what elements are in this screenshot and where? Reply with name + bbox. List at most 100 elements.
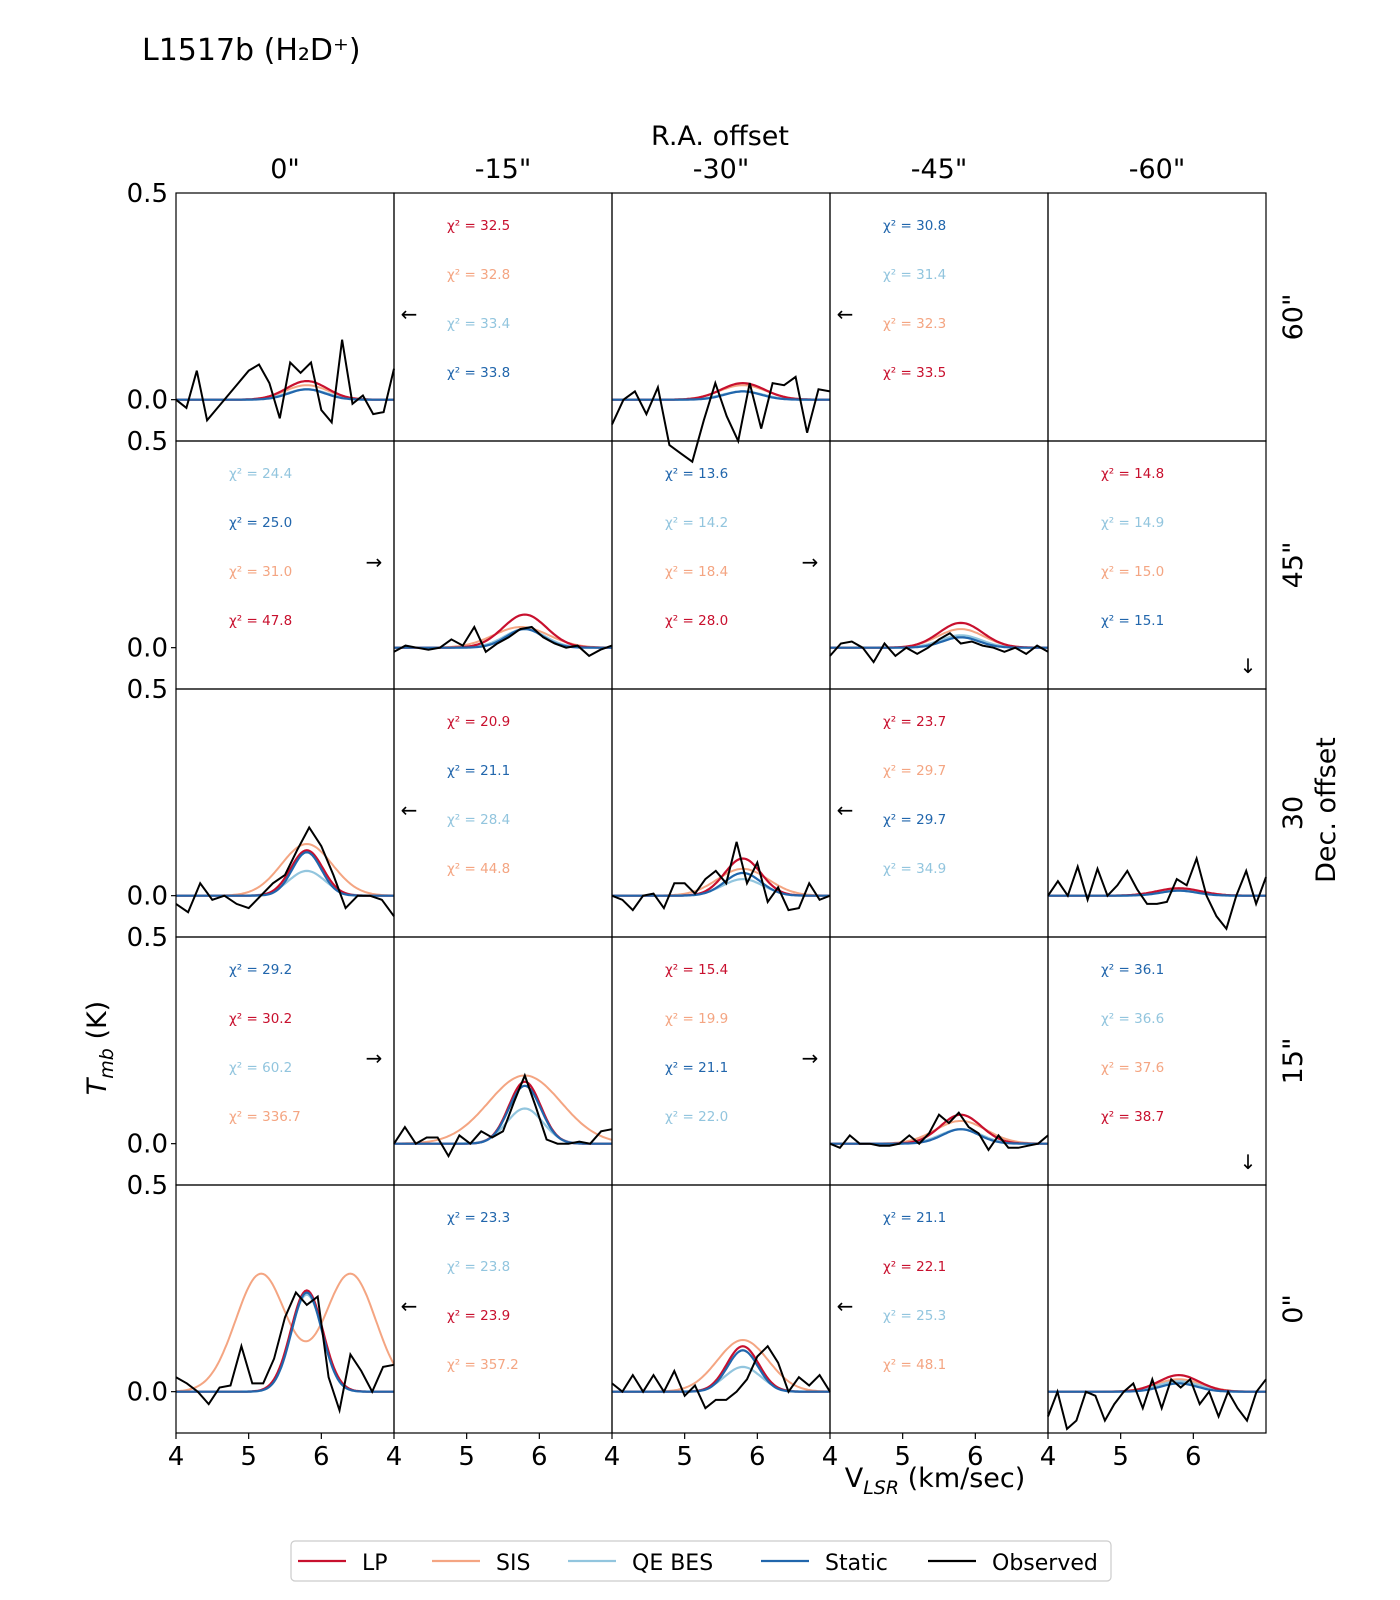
chi2-label: χ² = 21.1 — [665, 1060, 728, 1076]
x-tick-label: 6 — [749, 1442, 766, 1472]
panel-r3-c0: χ² = 29.2 χ² = 30.2 χ² = 60.2 χ² = 336.7 → — [175, 936, 395, 1186]
y-tick-label: 0.0 — [127, 882, 168, 912]
direction-arrow: ← — [401, 1294, 418, 1318]
chi2-label: χ² = 47.8 — [229, 613, 292, 629]
model-line-static — [394, 1084, 612, 1145]
x-tick-label: 6 — [1185, 1442, 1202, 1472]
y-tick-label: 0.5 — [127, 179, 168, 209]
x-tick-label: 4 — [822, 1442, 839, 1472]
row-label: 60" — [1278, 294, 1309, 341]
model-line-lp — [1048, 1373, 1266, 1393]
column-header: -15" — [475, 154, 532, 185]
model-line-sis — [612, 1338, 830, 1393]
panel-r1-c2: χ² = 13.6 χ² = 14.2 χ² = 18.4 χ² = 28.0 → — [611, 440, 831, 690]
x-tick-label: 5 — [894, 1442, 911, 1472]
chi2-label: χ² = 21.1 — [883, 1210, 946, 1226]
chi2-label: χ² = 28.4 — [447, 812, 510, 828]
panel-r0-c2 — [611, 192, 831, 464]
y-axis-label: Tmb (K) — [82, 1001, 118, 1095]
top-axis-label: R.A. offset — [651, 121, 789, 152]
model-line-static — [176, 1291, 394, 1393]
legend-label-static: Static — [825, 1551, 888, 1576]
panel-r0-c1: χ² = 32.5 χ² = 32.8 χ² = 33.4 χ² = 33.8 ← — [393, 192, 613, 442]
panel-r4-c0 — [175, 1184, 395, 1434]
panel-r4-c1: χ² = 23.3 χ² = 23.8 χ² = 23.9 χ² = 357.2 ← — [393, 1184, 613, 1434]
y-tick-label: 0.0 — [127, 386, 168, 416]
model-line-static — [1048, 889, 1266, 897]
chi2-label: χ² = 357.2 — [447, 1357, 519, 1373]
direction-arrow: → — [802, 1046, 819, 1070]
chi2-label: χ² = 23.7 — [883, 714, 946, 730]
chi2-label: χ² = 22.0 — [665, 1109, 728, 1125]
chi2-label: χ² = 33.8 — [447, 365, 510, 381]
row-label: 0" — [1278, 1294, 1309, 1324]
column-header: -45" — [911, 154, 968, 185]
panel-frame — [175, 688, 395, 938]
chi2-label: χ² = 23.9 — [447, 1308, 510, 1324]
chi2-label: χ² = 14.2 — [665, 515, 728, 531]
model-line-lp — [394, 1080, 612, 1145]
panel-r2-c4 — [1047, 688, 1267, 938]
observed-line — [175, 825, 395, 917]
x-tick-label: 4 — [1040, 1442, 1057, 1472]
chi2-label: χ² = 48.1 — [883, 1357, 946, 1373]
panel-r0-c0 — [175, 192, 395, 442]
column-header: -60" — [1129, 154, 1186, 185]
observed-line — [829, 631, 1049, 664]
observed-line — [611, 1344, 831, 1410]
observed-line — [611, 375, 831, 464]
row-label: 15" — [1278, 1038, 1309, 1085]
chi2-label: χ² = 23.3 — [447, 1210, 510, 1226]
panel-frame — [175, 192, 395, 442]
y-tick-label: 0.5 — [127, 427, 168, 457]
x-tick-label: 4 — [386, 1442, 403, 1472]
panel-r2-c2 — [611, 688, 831, 938]
chi2-label: χ² = 24.4 — [229, 466, 292, 482]
direction-arrow: ← — [837, 302, 854, 326]
panel-r1-c4: χ² = 14.8 χ² = 14.9 χ² = 15.0 χ² = 15.1 ↓ — [1047, 440, 1267, 690]
chart-title: L1517b (H₂D⁺) — [142, 33, 361, 68]
chi2-label: χ² = 25.3 — [883, 1308, 946, 1324]
y-tick-label: 0.0 — [127, 1130, 168, 1160]
legend-label-qe-bes: QE BES — [632, 1551, 713, 1576]
chi2-label: χ² = 29.7 — [883, 812, 946, 828]
panel-frame — [611, 192, 831, 442]
panel-frame — [1047, 1184, 1267, 1434]
panels-grid: χ² = 32.5χ² = 32.8χ² = 33.4χ² = 33.8←χ² … — [127, 154, 1309, 1472]
x-tick-label: 6 — [313, 1442, 330, 1472]
x-tick-label: 5 — [458, 1442, 475, 1472]
chi2-label: χ² = 15.0 — [1101, 564, 1164, 580]
model-line-sis — [612, 867, 830, 897]
panel-r1-c3 — [829, 440, 1049, 690]
panel-r2-c1: χ² = 20.9 χ² = 21.1 χ² = 28.4 χ² = 44.8 ← — [393, 688, 613, 938]
panel-frame — [829, 440, 1049, 690]
chi2-label: χ² = 32.3 — [883, 316, 946, 332]
y-tick-label: 0.0 — [127, 634, 168, 664]
chi2-label: χ² = 32.8 — [447, 267, 510, 283]
panel-frame — [611, 688, 831, 938]
chi2-label: χ² = 44.8 — [447, 861, 510, 877]
column-header: -30" — [693, 154, 750, 185]
panel-r0-c4 — [1047, 192, 1267, 442]
chi2-label: χ² = 23.8 — [447, 1259, 510, 1275]
direction-arrow: → — [366, 1046, 383, 1070]
chi2-label: χ² = 38.7 — [1101, 1109, 1164, 1125]
model-line-sis — [176, 842, 394, 897]
panel-r0-c3: χ² = 30.8 χ² = 31.4 χ² = 32.3 χ² = 33.5 ← — [829, 192, 1049, 442]
x-tick-label: 5 — [240, 1442, 257, 1472]
chi2-label: χ² = 36.6 — [1101, 1011, 1164, 1027]
model-line-lp — [612, 1345, 830, 1393]
chi2-label: χ² = 29.7 — [883, 763, 946, 779]
row-label: 45" — [1278, 542, 1309, 589]
x-tick-label: 4 — [168, 1442, 185, 1472]
chi2-label: χ² = 34.9 — [883, 861, 946, 877]
chi2-label: χ² = 18.4 — [665, 564, 728, 580]
x-axis-label: VLSR (km/sec) — [845, 1463, 1026, 1499]
direction-arrow: → — [366, 550, 383, 574]
model-line-static — [394, 627, 612, 649]
chi2-label: χ² = 37.6 — [1101, 1060, 1164, 1076]
legend-label-sis: SIS — [496, 1551, 530, 1576]
column-header: 0" — [270, 154, 300, 185]
chi2-label: χ² = 13.6 — [665, 466, 728, 482]
